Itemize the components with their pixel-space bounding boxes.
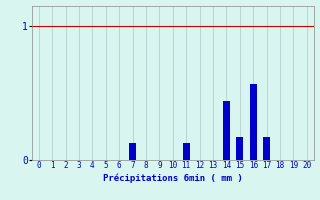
Bar [183,143,189,160]
Bar [223,101,230,160]
X-axis label: Précipitations 6min ( mm ): Précipitations 6min ( mm ) [103,173,243,183]
Bar [236,137,243,160]
Bar [129,143,136,160]
Bar [250,84,257,160]
Bar [263,137,270,160]
